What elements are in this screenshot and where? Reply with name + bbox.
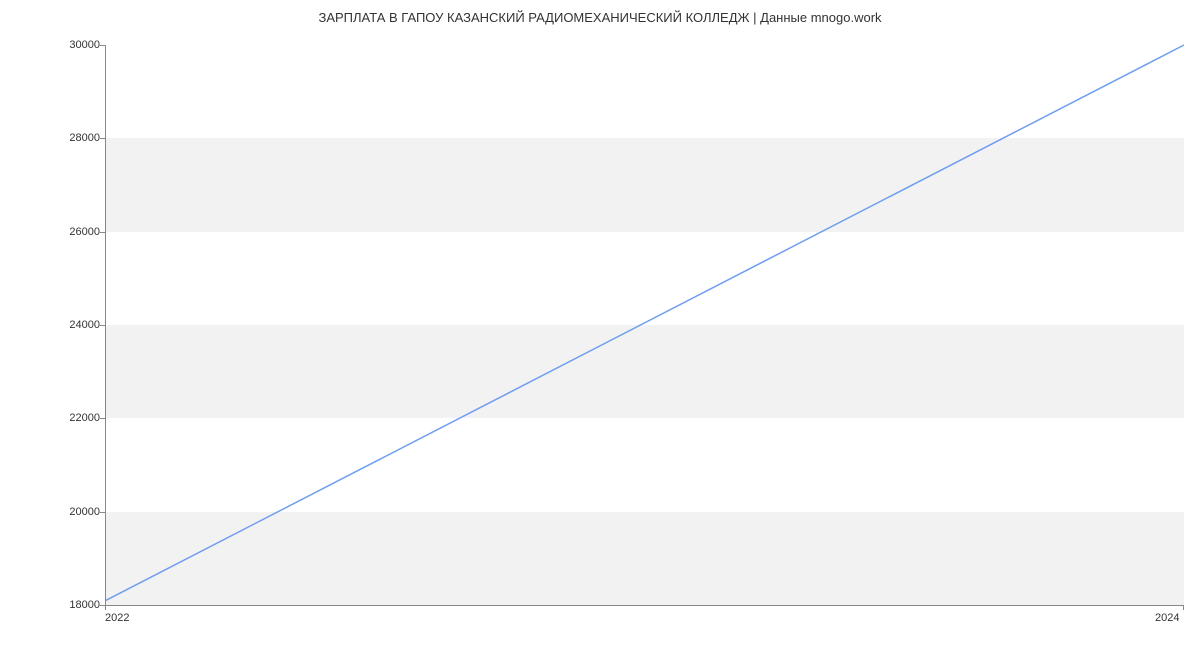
y-tick-label: 20000 bbox=[50, 506, 100, 518]
y-tick-mark bbox=[100, 232, 105, 233]
y-tick-mark bbox=[100, 512, 105, 513]
y-tick-mark bbox=[100, 45, 105, 46]
chart-line bbox=[106, 45, 1184, 605]
y-tick-mark bbox=[100, 325, 105, 326]
chart-title: ЗАРПЛАТА В ГАПОУ КАЗАНСКИЙ РАДИОМЕХАНИЧЕ… bbox=[0, 0, 1200, 25]
x-tick-mark bbox=[105, 605, 106, 610]
y-tick-label: 30000 bbox=[50, 39, 100, 51]
x-tick-mark bbox=[1183, 605, 1184, 610]
plot-area bbox=[105, 45, 1184, 606]
y-tick-label: 24000 bbox=[50, 319, 100, 331]
salary-chart: ЗАРПЛАТА В ГАПОУ КАЗАНСКИЙ РАДИОМЕХАНИЧЕ… bbox=[0, 0, 1200, 650]
x-tick-label: 2022 bbox=[105, 612, 129, 624]
y-tick-mark bbox=[100, 138, 105, 139]
y-tick-label: 18000 bbox=[50, 599, 100, 611]
y-tick-label: 26000 bbox=[50, 226, 100, 238]
y-tick-label: 22000 bbox=[50, 412, 100, 424]
x-tick-label: 2024 bbox=[1155, 612, 1179, 624]
y-tick-mark bbox=[100, 418, 105, 419]
y-tick-label: 28000 bbox=[50, 132, 100, 144]
